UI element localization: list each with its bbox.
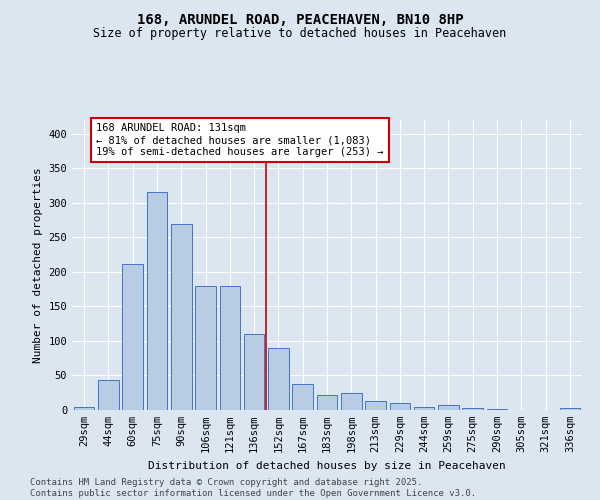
Bar <box>389 403 410 410</box>
X-axis label: Distribution of detached houses by size in Peacehaven: Distribution of detached houses by size … <box>148 460 506 470</box>
Bar <box>365 401 386 410</box>
Bar <box>98 380 119 410</box>
Bar <box>487 408 508 410</box>
Bar <box>463 408 483 410</box>
Bar <box>268 348 289 410</box>
Text: 168, ARUNDEL ROAD, PEACEHAVEN, BN10 8HP: 168, ARUNDEL ROAD, PEACEHAVEN, BN10 8HP <box>137 12 463 26</box>
Bar <box>292 384 313 410</box>
Text: Contains HM Land Registry data © Crown copyright and database right 2025.
Contai: Contains HM Land Registry data © Crown c… <box>30 478 476 498</box>
Bar <box>220 286 240 410</box>
Bar <box>122 264 143 410</box>
Bar <box>341 392 362 410</box>
Y-axis label: Number of detached properties: Number of detached properties <box>33 167 43 363</box>
Text: Size of property relative to detached houses in Peacehaven: Size of property relative to detached ho… <box>94 28 506 40</box>
Bar <box>560 408 580 410</box>
Bar <box>414 406 434 410</box>
Bar <box>171 224 191 410</box>
Bar <box>438 405 459 410</box>
Text: 168 ARUNDEL ROAD: 131sqm
← 81% of detached houses are smaller (1,083)
19% of sem: 168 ARUNDEL ROAD: 131sqm ← 81% of detach… <box>96 124 384 156</box>
Bar <box>195 286 216 410</box>
Bar <box>74 406 94 410</box>
Bar <box>146 192 167 410</box>
Bar <box>317 395 337 410</box>
Bar <box>244 334 265 410</box>
